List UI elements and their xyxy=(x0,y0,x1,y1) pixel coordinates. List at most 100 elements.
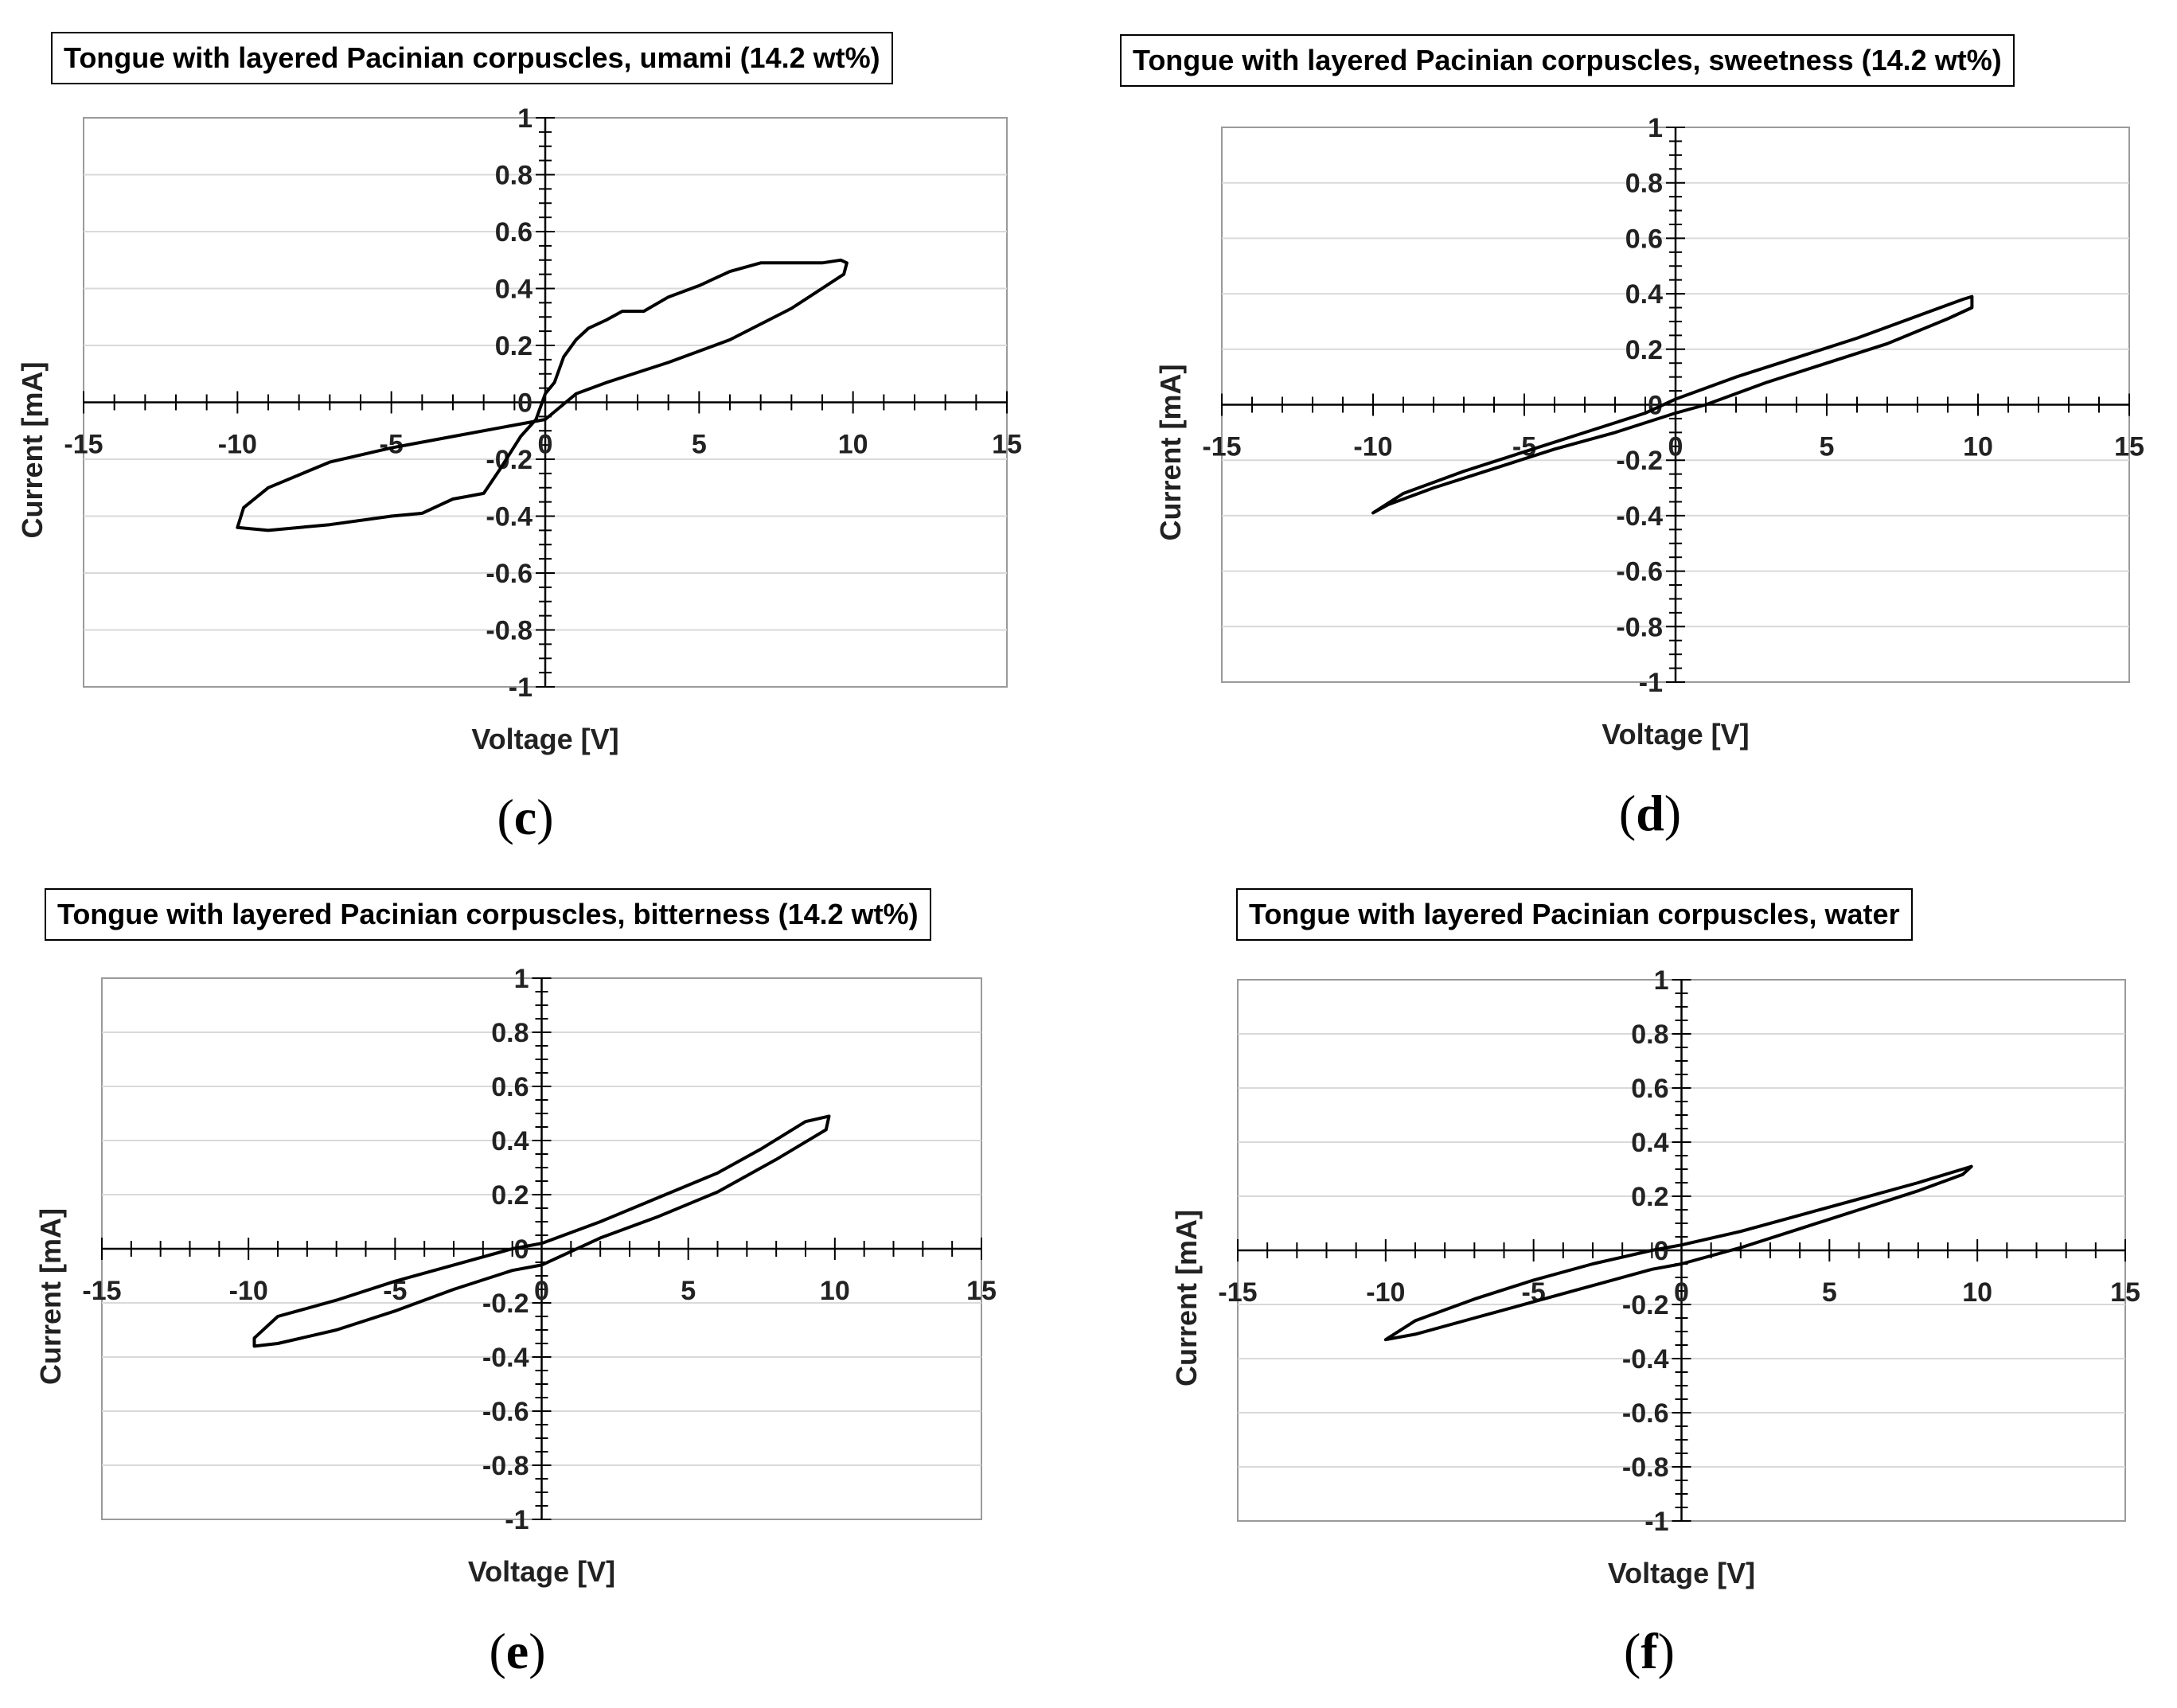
y-tick-label: -0.4 xyxy=(1616,501,1663,532)
y-tick-label: 0.8 xyxy=(1631,1020,1668,1050)
x-axis-title: Voltage [V] xyxy=(468,1555,615,1588)
x-tick-label: -15 xyxy=(1218,1277,1257,1308)
y-tick-label: 0.2 xyxy=(495,331,533,361)
y-tick-label: -0.8 xyxy=(486,616,533,646)
y-tick-label: 0.8 xyxy=(1625,169,1663,199)
y-tick-label: -0.6 xyxy=(1616,557,1663,587)
x-tick-label: -10 xyxy=(218,430,257,460)
panel-letter: c xyxy=(513,789,537,845)
x-tick-label: -15 xyxy=(64,430,103,460)
y-tick-label: -0.6 xyxy=(482,1397,529,1427)
panel-label: (d) xyxy=(1618,785,1682,841)
x-tick-label: 15 xyxy=(2110,1277,2140,1308)
x-tick-label: 15 xyxy=(2114,432,2144,462)
y-axis-title: Current [mA] xyxy=(1154,365,1187,541)
x-axis-title: Voltage [V] xyxy=(1602,718,1749,751)
y-tick-label: 0.2 xyxy=(1625,335,1663,365)
x-tick-label: 15 xyxy=(992,430,1022,460)
chart-panel-c: Tongue with layered Pacinian corpuscles,… xyxy=(0,0,1088,854)
y-tick-label: 0.6 xyxy=(1625,224,1663,254)
x-tick-label: 0 xyxy=(1668,432,1683,462)
chart-svg: -15 -10 -5 0 5 10 1510.80.60.40.20-0.2-0.4-0.6… xyxy=(34,964,997,1588)
y-tick-label: -1 xyxy=(1644,1507,1668,1537)
x-tick-label: 5 xyxy=(1822,1277,1837,1308)
y-tick-label: -1 xyxy=(509,673,533,703)
panel-label: (f) xyxy=(1624,1623,1675,1679)
y-tick-label: 0.6 xyxy=(495,217,533,248)
y-tick-label: -0.4 xyxy=(482,1343,529,1373)
chart-panel-e: Tongue with layered Pacinian corpuscles,… xyxy=(0,854,1088,1708)
y-axis-title: Current [mA] xyxy=(34,1208,67,1385)
y-tick-label: 1 xyxy=(517,103,533,134)
y-tick-label: 0.4 xyxy=(1631,1128,1668,1158)
series-line-iv-loop xyxy=(252,1114,831,1348)
y-tick-label: -0.4 xyxy=(486,502,533,532)
y-tick-label: 0 xyxy=(1648,391,1663,421)
x-tick-label: -15 xyxy=(82,1276,121,1306)
chart-svg: -15 -10 -5 0 5 10 1510.80.60.40.20-0.2-0.4-0.6… xyxy=(16,103,1022,755)
x-tick-label: -10 xyxy=(229,1276,268,1306)
x-tick-label: 5 xyxy=(692,430,707,460)
y-tick-label: 0.4 xyxy=(1625,279,1663,310)
y-tick-label: 0.6 xyxy=(491,1072,529,1102)
x-tick-label: 10 xyxy=(838,430,868,460)
chart-svg: -15 -10 -5 0 5 10 1510.80.60.40.20-0.2-0.4-0.6… xyxy=(1154,113,2144,751)
panel-letter: f xyxy=(1641,1623,1658,1679)
y-tick-label: 0 xyxy=(1654,1236,1669,1266)
y-tick-label: 0.8 xyxy=(491,1018,529,1048)
y-tick-label: 1 xyxy=(514,964,529,994)
y-tick-label: -1 xyxy=(1639,668,1663,698)
y-axis-title: Current [mA] xyxy=(16,362,49,539)
y-tick-label: 0.2 xyxy=(491,1180,529,1211)
series-line-iv-loop xyxy=(1383,1164,1973,1342)
y-tick-label: -0.4 xyxy=(1622,1344,1669,1375)
y-axis-title: Current [mA] xyxy=(1170,1210,1203,1386)
x-tick-label: 0 xyxy=(534,1276,549,1306)
y-tick-label: -0.2 xyxy=(482,1289,529,1319)
y-tick-label: 0.6 xyxy=(1631,1074,1668,1104)
x-tick-label: 10 xyxy=(1963,432,1993,462)
y-tick-label: 0.4 xyxy=(491,1126,529,1156)
y-tick-label: -0.8 xyxy=(482,1451,529,1481)
y-tick-label: -0.2 xyxy=(1616,446,1663,476)
y-tick-label: -0.8 xyxy=(1616,612,1663,642)
panel-letter: e xyxy=(505,1623,529,1679)
x-tick-label: 0 xyxy=(1674,1277,1689,1308)
y-tick-label: 0 xyxy=(517,388,533,419)
x-tick-label: 5 xyxy=(681,1276,696,1306)
chart-panel-f: Tongue with layered Pacinian corpuscles,… xyxy=(1088,854,2176,1708)
y-tick-label: 0.8 xyxy=(495,161,533,191)
chart-title: Tongue with layered Pacinian corpuscles,… xyxy=(45,888,931,941)
x-tick-label: 5 xyxy=(1820,432,1835,462)
series-line-iv-loop xyxy=(1371,294,1974,515)
x-tick-label: -10 xyxy=(1366,1277,1405,1308)
y-tick-label: -0.6 xyxy=(486,559,533,589)
y-tick-label: 0.4 xyxy=(495,275,533,305)
x-axis-title: Voltage [V] xyxy=(471,723,618,755)
y-tick-label: -0.2 xyxy=(1622,1290,1669,1320)
y-tick-label: 0 xyxy=(514,1234,529,1265)
chart-panel-d: Tongue with layered Pacinian corpuscles,… xyxy=(1088,0,2176,854)
chart-title: Tongue with layered Pacinian corpuscles,… xyxy=(1236,888,1913,941)
y-tick-label: -1 xyxy=(505,1505,529,1535)
chart-title: Tongue with layered Pacinian corpuscles,… xyxy=(1120,34,2015,87)
y-tick-label: -0.8 xyxy=(1622,1453,1669,1483)
y-tick-label: -0.6 xyxy=(1622,1398,1669,1429)
x-tick-label: 0 xyxy=(538,430,553,460)
panel-label: (e) xyxy=(489,1623,546,1679)
x-tick-label: -10 xyxy=(1353,432,1392,462)
series-line-iv-loop xyxy=(236,258,849,532)
chart-svg: -15 -10 -5 0 5 10 1510.80.60.40.20-0.2-0.4-0.6… xyxy=(1170,965,2140,1589)
y-tick-label: -0.2 xyxy=(486,445,533,475)
x-tick-label: -5 xyxy=(380,430,404,460)
chart-title: Tongue with layered Pacinian corpuscles,… xyxy=(51,32,893,84)
x-tick-label: -15 xyxy=(1202,432,1241,462)
y-tick-label: 0.2 xyxy=(1631,1182,1668,1212)
panel-label: (c) xyxy=(497,789,554,845)
x-axis-title: Voltage [V] xyxy=(1608,1557,1755,1589)
x-tick-label: 15 xyxy=(966,1276,997,1306)
panel-letter: d xyxy=(1636,785,1664,841)
x-tick-label: 10 xyxy=(1962,1277,1992,1308)
x-tick-label: 10 xyxy=(820,1276,850,1306)
